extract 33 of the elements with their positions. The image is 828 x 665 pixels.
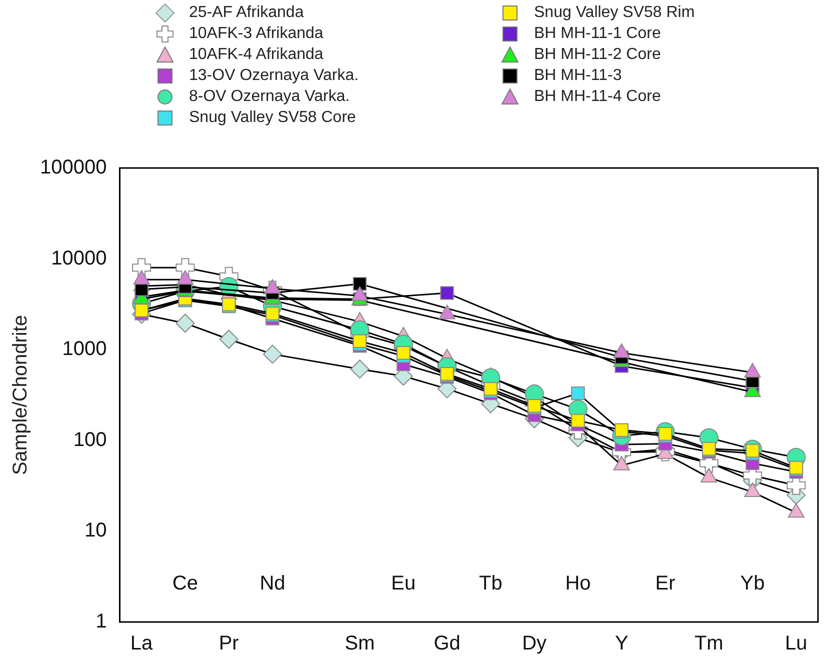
x-tick-label: Tm (694, 632, 724, 655)
legend-label: 10AFK-4 Afrikanda (189, 46, 324, 64)
x-tick-label: Er (655, 572, 676, 595)
x-tick-label: Gd (434, 632, 460, 655)
legend-label: 10AFK-3 Afrikanda (189, 24, 324, 42)
y-tick-label: 10000 (51, 247, 107, 270)
legend-label: Snug Valley SV58 Core (189, 108, 356, 126)
legend-label: 8-OV Ozernaya Varka. (189, 88, 350, 106)
x-tick-label: Ce (172, 572, 198, 595)
legend-label: BH MH-11-3 (534, 66, 622, 84)
legend-label: BH MH-11-1 Core (534, 24, 661, 42)
y-axis-title: Sample/Chondrite (10, 314, 32, 476)
y-tick-label: 100 (73, 428, 107, 451)
legend-label: BH MH-11-4 Core (534, 88, 661, 106)
x-tick-label: Ho (565, 572, 591, 595)
x-tick-label: Pr (218, 632, 240, 655)
x-tick-label: Tb (479, 572, 502, 595)
y-tick-label: 100000 (40, 156, 107, 179)
y-tick-label: 1 (96, 610, 107, 633)
x-tick-label: Eu (391, 572, 416, 595)
legend-label: BH MH-11-2 Core (534, 46, 661, 64)
x-tick-label: Yb (740, 572, 765, 595)
x-tick-label: La (130, 632, 154, 655)
x-tick-label: Nd (260, 572, 286, 595)
y-tick-label: 1000 (62, 338, 107, 360)
x-tick-label: Y (614, 632, 628, 655)
x-tick-label: Sm (344, 632, 375, 655)
y-tick-label: 10 (84, 520, 107, 542)
legend-label: Snug Valley SV58 Rim (534, 4, 695, 22)
legend-label: 25-AF Afrikanda (189, 4, 304, 22)
x-tick-label: Lu (785, 632, 808, 655)
x-tick-label: Dy (522, 632, 547, 655)
legend-label: 13-OV Ozernaya Varka. (189, 66, 359, 84)
